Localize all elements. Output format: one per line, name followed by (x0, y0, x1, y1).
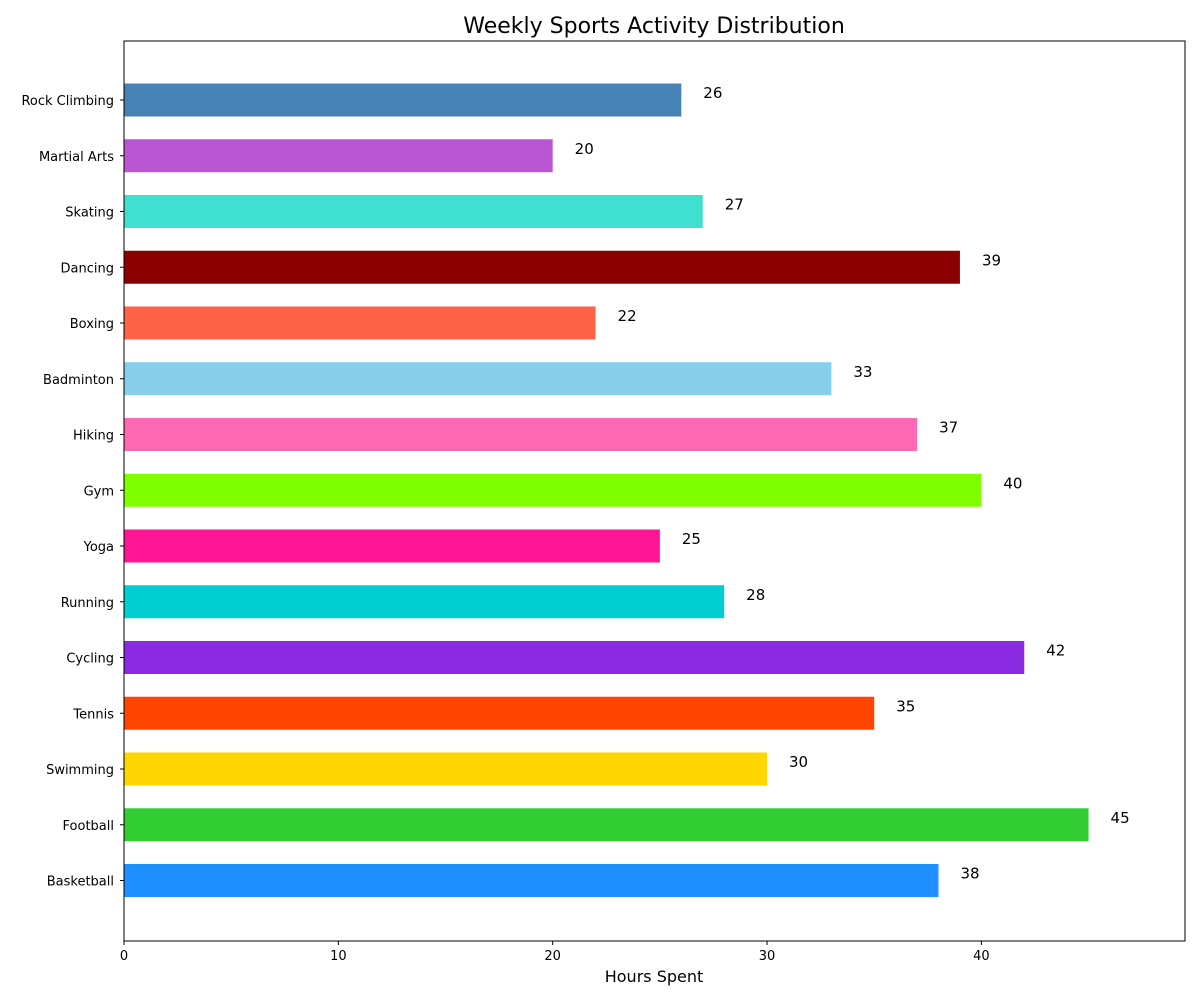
data-label-rock-climbing: 26 (703, 84, 722, 102)
bar-boxing (124, 306, 596, 340)
bar-hiking (124, 418, 918, 451)
bars-layer (124, 83, 1089, 897)
data-label-skating: 27 (725, 196, 744, 214)
y-tick-label-rock-climbing: Rock Climbing (21, 94, 114, 109)
y-axis: Basketball Football Swimming Tennis Cycling R… (21, 94, 124, 890)
y-tick-label-running: Running (61, 596, 114, 611)
x-axis: 0 10 20 30 40 (120, 941, 990, 964)
bar-rock-climbing (124, 83, 682, 117)
bar-swimming (124, 752, 768, 786)
data-label-basketball: 38 (961, 865, 980, 883)
y-tick-label-cycling: Cycling (66, 652, 114, 667)
bar-skating (124, 195, 703, 228)
data-label-football: 45 (1111, 809, 1130, 827)
y-tick-label-swimming: Swimming (46, 763, 114, 778)
bar-tennis (124, 696, 875, 730)
bar-football (124, 808, 1089, 842)
y-tick-label-badminton: Badminton (43, 373, 114, 388)
bar-dancing (124, 250, 960, 284)
data-label-cycling: 42 (1046, 642, 1065, 660)
data-label-swimming: 30 (789, 753, 808, 771)
x-tick-label-20: 20 (544, 949, 561, 964)
data-label-hiking: 37 (939, 419, 958, 437)
data-label-gym: 40 (1003, 474, 1022, 492)
data-label-badminton: 33 (853, 363, 872, 381)
data-label-martial-arts: 20 (575, 140, 594, 158)
bar-yoga (124, 529, 660, 563)
y-tick-label-hiking: Hiking (73, 429, 114, 444)
y-tick-label-skating: Skating (65, 206, 114, 221)
data-labels-layer: 38 45 30 35 42 28 25 40 37 33 22 39 27 20 26 (575, 84, 1130, 883)
bar-badminton (124, 362, 832, 396)
bar-basketball (124, 864, 939, 897)
data-label-yoga: 25 (682, 530, 701, 548)
plot-frame (123, 40, 1186, 942)
y-tick-label-martial-arts: Martial Arts (39, 150, 114, 165)
x-tick-label-40: 40 (973, 949, 990, 964)
y-tick-label-basketball: Basketball (47, 875, 114, 890)
y-tick-label-boxing: Boxing (70, 317, 114, 332)
x-tick-label-30: 30 (759, 949, 776, 964)
y-tick-label-tennis: Tennis (72, 707, 114, 722)
data-label-tennis: 35 (896, 697, 915, 715)
data-label-boxing: 22 (618, 307, 637, 325)
bar-running (124, 585, 725, 619)
data-label-dancing: 39 (982, 251, 1001, 269)
y-tick-label-dancing: Dancing (61, 261, 114, 276)
y-tick-label-yoga: Yoga (83, 540, 114, 555)
bar-cycling (124, 641, 1025, 674)
x-axis-label: Hours Spent (605, 967, 704, 986)
bar-gym (124, 473, 982, 507)
y-tick-label-gym: Gym (84, 484, 114, 499)
data-label-running: 28 (746, 586, 765, 604)
y-tick-label-football: Football (63, 819, 114, 834)
x-tick-label-0: 0 (120, 949, 128, 964)
x-tick-label-10: 10 (330, 949, 347, 964)
bar-martial-arts (124, 139, 553, 173)
chart-title: Weekly Sports Activity Distribution (463, 14, 845, 39)
